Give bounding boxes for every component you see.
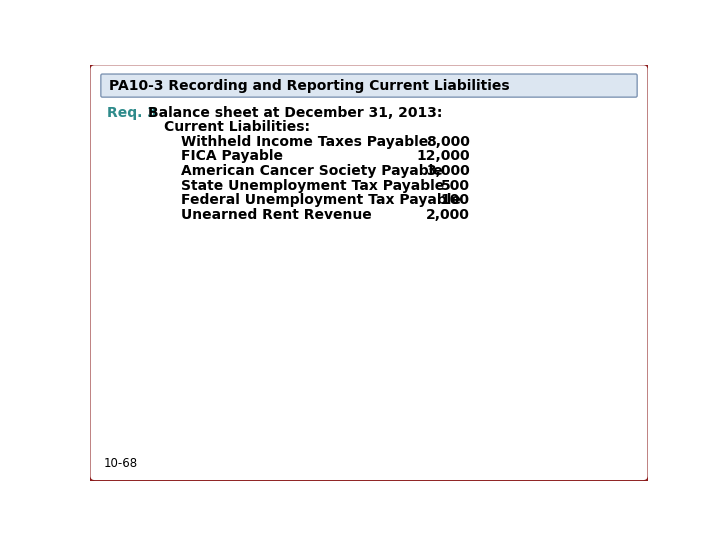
Text: FICA Payable: FICA Payable bbox=[181, 150, 284, 164]
Text: Req. 3: Req. 3 bbox=[107, 105, 157, 119]
Text: 3,000: 3,000 bbox=[426, 164, 469, 178]
Text: 100: 100 bbox=[441, 193, 469, 207]
Text: Balance sheet at December 31, 2013:: Balance sheet at December 31, 2013: bbox=[148, 105, 443, 119]
Text: Federal Unemployment Tax Payable: Federal Unemployment Tax Payable bbox=[181, 193, 462, 207]
FancyBboxPatch shape bbox=[89, 63, 649, 482]
FancyBboxPatch shape bbox=[101, 74, 637, 97]
Text: Current Liabilities:: Current Liabilities: bbox=[163, 120, 310, 134]
Text: State Unemployment Tax Payable: State Unemployment Tax Payable bbox=[181, 179, 445, 193]
Text: 500: 500 bbox=[441, 179, 469, 193]
Text: 2,000: 2,000 bbox=[426, 208, 469, 222]
Text: 12,000: 12,000 bbox=[416, 150, 469, 164]
Text: American Cancer Society Payable: American Cancer Society Payable bbox=[181, 164, 444, 178]
Text: PA10-3 Recording and Reporting Current Liabilities: PA10-3 Recording and Reporting Current L… bbox=[109, 79, 509, 92]
Text: Withheld Income Taxes Payable: Withheld Income Taxes Payable bbox=[181, 135, 428, 149]
Text: 8,000: 8,000 bbox=[426, 135, 469, 149]
Text: Unearned Rent Revenue: Unearned Rent Revenue bbox=[181, 208, 372, 222]
Text: 10-68: 10-68 bbox=[104, 457, 138, 470]
